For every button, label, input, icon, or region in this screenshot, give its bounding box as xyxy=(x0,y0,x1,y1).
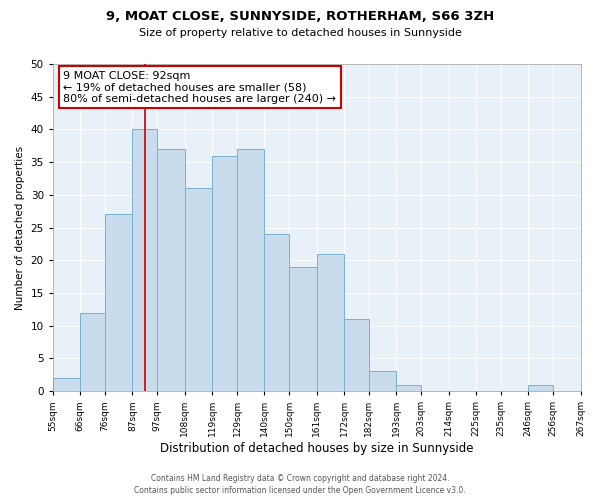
Bar xyxy=(212,156,237,391)
Bar xyxy=(397,384,421,391)
Bar xyxy=(317,254,344,391)
Text: 9 MOAT CLOSE: 92sqm
← 19% of detached houses are smaller (58)
80% of semi-detach: 9 MOAT CLOSE: 92sqm ← 19% of detached ho… xyxy=(64,70,337,104)
Bar xyxy=(265,234,289,391)
Y-axis label: Number of detached properties: Number of detached properties xyxy=(15,146,25,310)
Bar xyxy=(289,267,317,391)
Bar xyxy=(185,188,212,391)
Text: 9, MOAT CLOSE, SUNNYSIDE, ROTHERHAM, S66 3ZH: 9, MOAT CLOSE, SUNNYSIDE, ROTHERHAM, S66… xyxy=(106,10,494,23)
X-axis label: Distribution of detached houses by size in Sunnyside: Distribution of detached houses by size … xyxy=(160,442,473,455)
Bar xyxy=(528,384,553,391)
Bar xyxy=(80,312,105,391)
Bar xyxy=(369,372,397,391)
Bar xyxy=(133,130,157,391)
Bar xyxy=(344,319,369,391)
Bar xyxy=(53,378,80,391)
Bar xyxy=(237,149,265,391)
Bar xyxy=(105,214,133,391)
Text: Contains HM Land Registry data © Crown copyright and database right 2024.
Contai: Contains HM Land Registry data © Crown c… xyxy=(134,474,466,495)
Text: Size of property relative to detached houses in Sunnyside: Size of property relative to detached ho… xyxy=(139,28,461,38)
Bar xyxy=(157,149,185,391)
